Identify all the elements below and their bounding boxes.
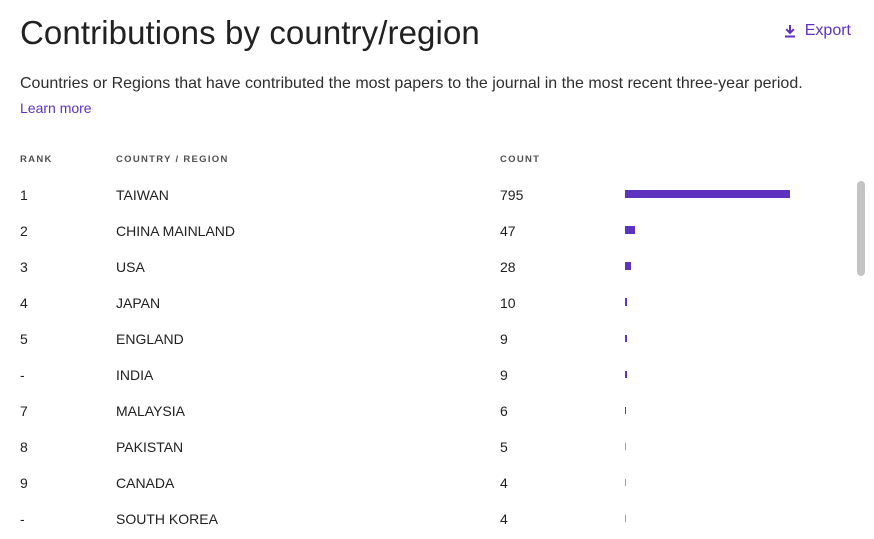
table-row: 9 CANADA 4	[0, 465, 850, 501]
country-table: 1 TAIWAN 795 2 CHINA MAINLAND 47 3 USA 28 4 JAPAN 1…	[0, 177, 850, 537]
country-cell: MALAYSIA	[116, 403, 185, 419]
count-bar	[625, 262, 631, 270]
count-cell: 4	[500, 475, 508, 491]
description: Countries or Regions that have contribut…	[20, 72, 830, 121]
rank-cell: 9	[20, 475, 28, 491]
table-row: 3 USA 28	[0, 249, 850, 285]
rank-cell: 2	[20, 223, 28, 239]
count-bar	[625, 190, 790, 198]
rank-cell: 7	[20, 403, 28, 419]
rank-cell: -	[20, 511, 25, 527]
page-title: Contributions by country/region	[20, 14, 480, 51]
table-row: 2 CHINA MAINLAND 47	[0, 213, 850, 249]
count-cell: 5	[500, 439, 508, 455]
country-cell: ENGLAND	[116, 331, 184, 347]
count-cell: 28	[500, 259, 516, 275]
count-cell: 9	[500, 331, 508, 347]
count-bar	[625, 335, 627, 342]
table-row: - SOUTH KOREA 4	[0, 501, 850, 537]
table-row: 8 PAKISTAN 5	[0, 429, 850, 465]
count-cell: 4	[500, 511, 508, 527]
count-bar	[625, 226, 635, 234]
rank-cell: 5	[20, 331, 28, 347]
count-bar	[625, 407, 626, 414]
export-label: Export	[804, 22, 851, 39]
table-row: - INDIA 9	[0, 357, 850, 393]
description-text: Countries or Regions that have contribut…	[20, 75, 803, 92]
count-bar	[625, 443, 626, 450]
country-cell: CANADA	[116, 475, 175, 491]
rank-cell: 8	[20, 439, 28, 455]
country-cell: TAIWAN	[116, 187, 169, 203]
rank-cell: 3	[20, 259, 28, 275]
export-button[interactable]: Export	[783, 22, 851, 40]
rank-cell: -	[20, 367, 25, 383]
count-cell: 9	[500, 367, 508, 383]
learn-more-link[interactable]: Learn more	[20, 100, 92, 116]
table-row: 4 JAPAN 10	[0, 285, 850, 321]
country-cell: INDIA	[116, 367, 154, 383]
rank-cell: 1	[20, 187, 28, 203]
rank-cell: 4	[20, 295, 28, 311]
count-bar	[625, 515, 626, 522]
column-header-rank: RANK	[20, 154, 53, 165]
count-bar	[625, 479, 626, 486]
country-cell: PAKISTAN	[116, 439, 184, 455]
country-cell: USA	[116, 259, 145, 275]
count-cell: 795	[500, 187, 524, 203]
count-cell: 6	[500, 403, 508, 419]
country-cell: CHINA MAINLAND	[116, 223, 236, 239]
count-bar	[625, 298, 627, 306]
column-header-country: COUNTRY / REGION	[116, 154, 229, 165]
download-icon	[784, 25, 795, 38]
count-cell: 47	[500, 223, 516, 239]
table-row: 1 TAIWAN 795	[0, 177, 850, 213]
column-header-count: COUNT	[500, 154, 541, 165]
country-cell: JAPAN	[116, 295, 161, 311]
country-cell: SOUTH KOREA	[116, 511, 218, 527]
count-bar	[625, 371, 627, 378]
count-cell: 10	[500, 295, 516, 311]
table-row: 7 MALAYSIA 6	[0, 393, 850, 429]
scrollbar[interactable]	[857, 181, 865, 276]
table-row: 5 ENGLAND 9	[0, 321, 850, 357]
